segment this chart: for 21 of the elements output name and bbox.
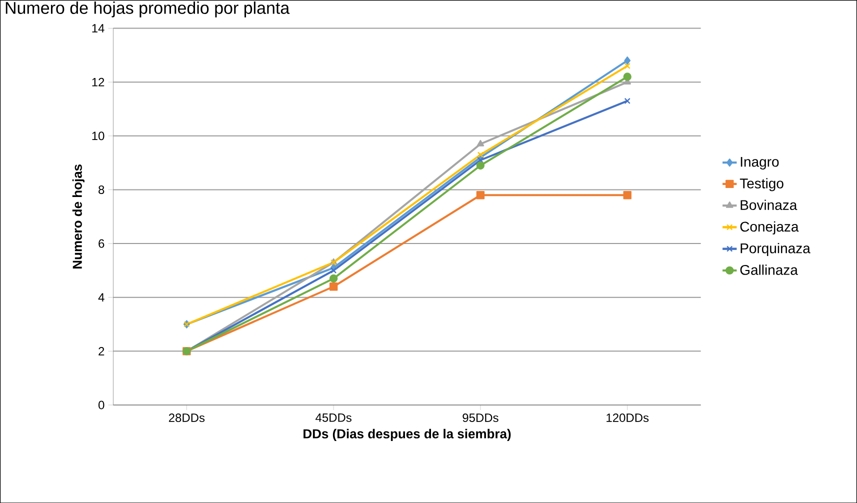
x-tick-label: 95DDs [462,413,498,422]
y-tick-label: 2 [98,346,104,356]
legend-label: Testigo [740,178,784,192]
chart-title: Numero de hojas promedio por planta [6,1,290,18]
y-tick-label: 10 [92,132,104,140]
legend-label: Porquinaza [740,242,810,256]
x-tick-label: 120DDs [606,413,649,422]
y-axis-title: Numero de hojas [72,164,85,268]
y-tick-label: 12 [92,78,104,86]
legend-label: Inagro [740,156,779,170]
y-tick-label: 0 [98,400,104,410]
y-tick-label: 8 [98,185,104,194]
legend-label: Bovinaza [740,200,798,210]
x-tick-label: 28DDs [168,413,205,422]
legend-label: Gallinaza [740,264,798,275]
x-tick-label: 45DDs [316,413,352,422]
y-tick-label: 6 [98,239,104,248]
y-tick-label: 4 [98,293,104,302]
legend-label: Conejaza [740,221,799,234]
y-tick-label: 14 [92,24,104,32]
x-axis-title: DDs (Dias despues de la siembra) [304,428,511,441]
